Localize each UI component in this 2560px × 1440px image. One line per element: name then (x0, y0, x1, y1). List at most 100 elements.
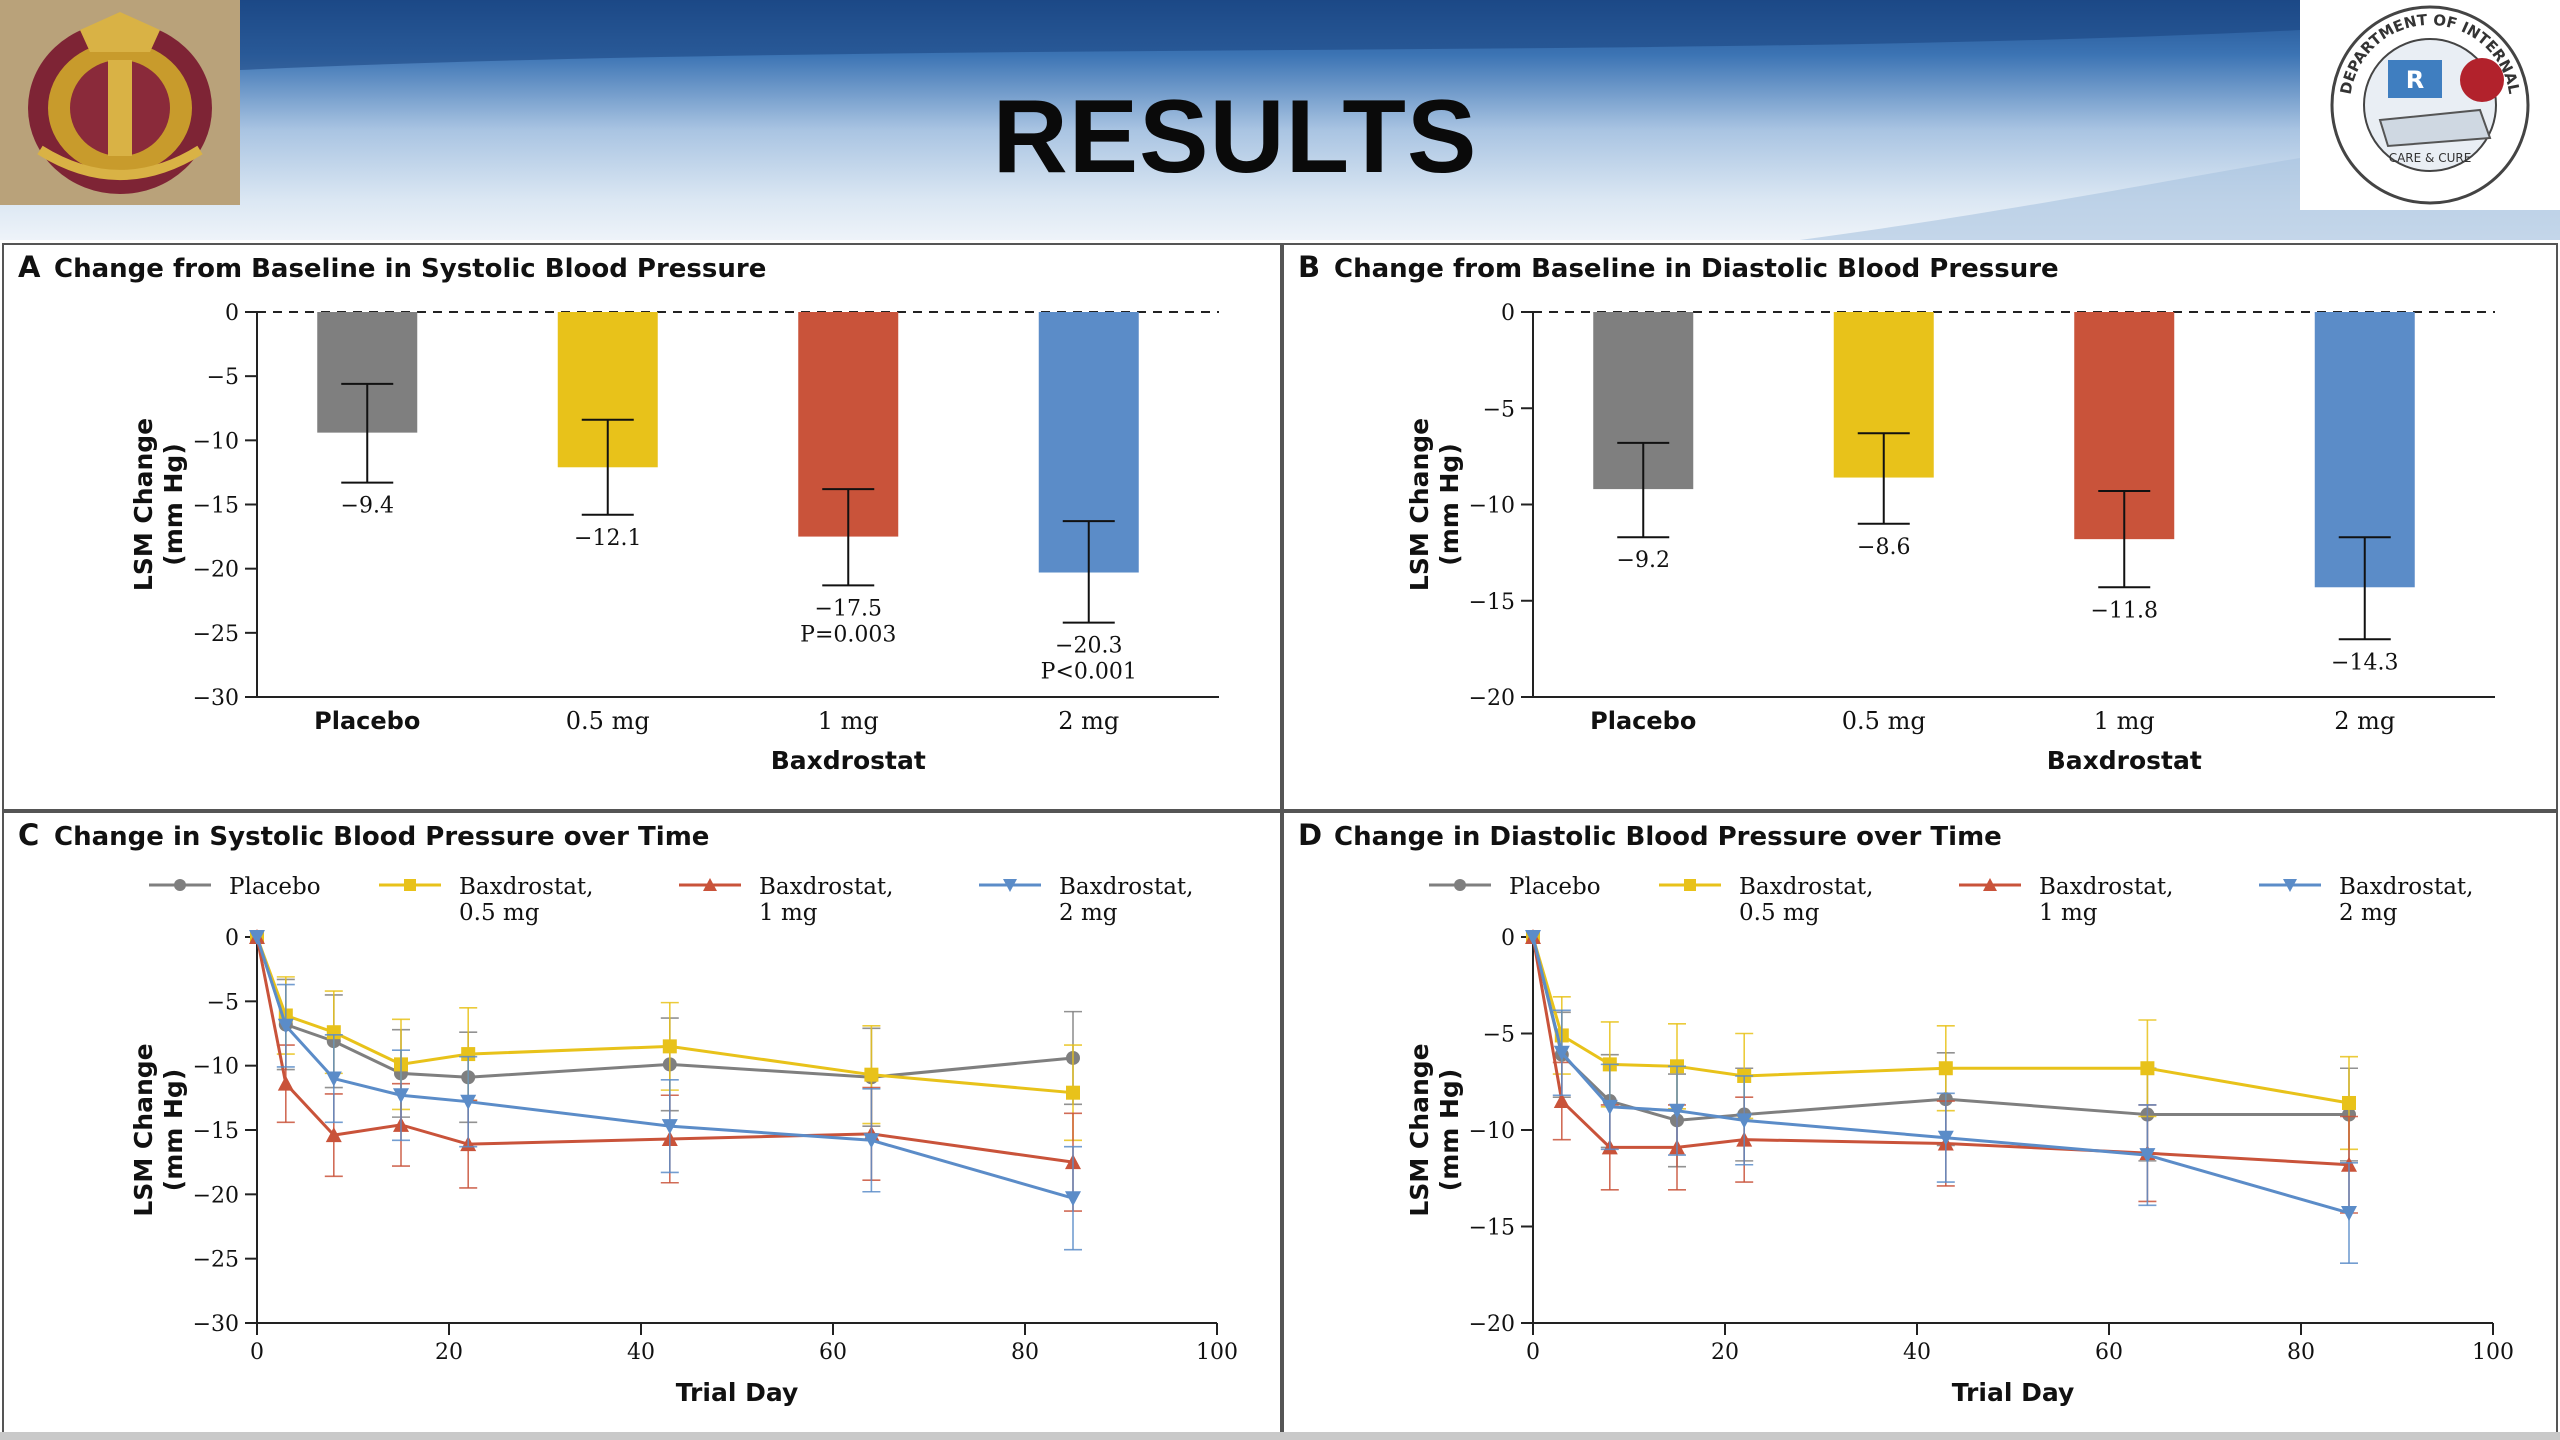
y-tick-label: 0 (1501, 926, 1515, 951)
x-axis-title: Baxdrostat (771, 746, 926, 775)
chart-title: Change in Systolic Blood Pressure over T… (54, 822, 709, 852)
y-tick-label: −15 (1469, 590, 1515, 615)
y-tick-label: −15 (1469, 1216, 1515, 1241)
chart-c-svg: C Change in Systolic Blood Pressure over … (18, 818, 1238, 1407)
legend-label: Baxdrostat, (1739, 874, 1873, 900)
category-label: 1 mg (2094, 707, 2155, 735)
bottom-strip (0, 1432, 2560, 1440)
marker-triangle-down (1736, 1113, 1753, 1129)
y-tick-label: −10 (193, 1055, 239, 1080)
category-label: 0.5 mg (1842, 707, 1926, 735)
value-label: −12.1 (574, 526, 641, 551)
marker-triangle-down (1525, 930, 1541, 945)
marker-triangle-down (863, 1133, 880, 1149)
marker-triangle-down (1937, 1130, 1954, 1146)
legend-label: 1 mg (2039, 900, 2098, 926)
chart-title: Change from Baseline in Diastolic Blood … (1334, 254, 2059, 284)
panel-c: C Change in Systolic Blood Pressure over … (2, 811, 1282, 1437)
marker-triangle-down (1003, 879, 1017, 892)
x-tick-label: 0 (1526, 1340, 1540, 1365)
p-value-label: P<0.001 (1041, 660, 1137, 685)
y-tick-label: −20 (193, 1183, 239, 1208)
y-axis-label-line1: LSM Change (1405, 1043, 1434, 1216)
marker-triangle-down (2139, 1148, 2156, 1164)
chart-b-svg: B Change from Baseline in Diastolic Blood… (1298, 250, 2495, 775)
marker-triangle-down (1065, 1191, 1081, 1207)
y-tick-label: −30 (193, 1312, 239, 1337)
y-tick-label: −20 (193, 558, 239, 583)
y-axis-label-line2: (mm Hg) (159, 443, 188, 565)
marker-triangle-up (1553, 1093, 1570, 1109)
series-line-1 (255, 936, 1074, 1079)
y-tick-label: 0 (1501, 301, 1515, 326)
marker-square (662, 1039, 677, 1054)
chart-title: Change from Baseline in Systolic Blood P… (54, 254, 766, 284)
legend-label: 2 mg (2339, 900, 2398, 926)
category-label: Placebo (1590, 707, 1696, 735)
x-tick-label: 20 (435, 1340, 463, 1365)
category-label: Placebo (314, 707, 420, 735)
marker-triangle-down (1601, 1099, 1618, 1115)
legend-label: Baxdrostat, (459, 874, 593, 900)
value-label: −17.5 (815, 596, 882, 621)
y-axis-label-line2: (mm Hg) (159, 1069, 188, 1191)
marker-triangle-down (2283, 879, 2297, 892)
panel-letter: D (1298, 818, 1322, 852)
seal-icon: DEPARTMENT OF INTERNAL MEDICINE R CARE &… (2293, 0, 2530, 205)
department-seal-logo: DEPARTMENT OF INTERNAL MEDICINE R CARE &… (2293, 0, 2560, 210)
value-label: −8.6 (1857, 535, 1910, 560)
marker-circle (1454, 879, 1466, 891)
y-tick-label: −20 (1469, 1312, 1515, 1337)
marker-triangle-up (325, 1127, 342, 1143)
category-label: 2 mg (1058, 707, 1119, 735)
category-label: 0.5 mg (566, 707, 650, 735)
marker-square (1684, 879, 1696, 891)
legend-label: Placebo (229, 874, 321, 900)
x-axis-title: Trial Day (676, 1378, 799, 1407)
marker-triangle-down (1553, 1045, 1570, 1061)
y-tick-label: 0 (225, 926, 239, 951)
chart-title: Change in Diastolic Blood Pressure over … (1334, 822, 2002, 852)
x-tick-label: 40 (1903, 1340, 1931, 1365)
series-line-4 (1531, 936, 2350, 1215)
marker-triangle-up (1983, 878, 1997, 891)
marker-square (2140, 1061, 2155, 1076)
panel-letter: A (18, 250, 41, 284)
marker-square (461, 1047, 476, 1062)
value-label: −9.4 (341, 494, 394, 519)
y-axis-label-line1: LSM Change (1405, 418, 1434, 591)
legend-label: 0.5 mg (459, 900, 540, 926)
series-line-2 (255, 936, 1074, 1095)
marker-triangle-up (277, 1075, 294, 1091)
x-tick-label: 60 (819, 1340, 847, 1365)
marker-square (2342, 1095, 2356, 1110)
y-tick-label: −10 (193, 429, 239, 454)
y-tick-label: −5 (207, 990, 239, 1015)
marker-square (326, 1025, 341, 1040)
y-tick-label: −5 (207, 365, 239, 390)
x-axis-title: Trial Day (1952, 1378, 2075, 1407)
series-line-3 (255, 936, 1074, 1164)
x-tick-label: 80 (1011, 1340, 1039, 1365)
x-tick-label: 100 (2472, 1340, 2514, 1365)
marker-circle (174, 879, 186, 891)
x-tick-label: 20 (1711, 1340, 1739, 1365)
legend-label: Placebo (1509, 874, 1601, 900)
marker-triangle-up (703, 878, 717, 891)
y-tick-label: −25 (193, 1248, 239, 1273)
seal-subtext: CARE & CURE (2389, 151, 2472, 165)
slide-title: RESULTS (992, 79, 1478, 195)
category-label: 1 mg (818, 707, 879, 735)
marker-square (864, 1067, 879, 1082)
value-label: −11.8 (2091, 598, 2158, 623)
value-label: −20.3 (1055, 634, 1122, 659)
marker-triangle-down (249, 930, 265, 945)
y-tick-label: −15 (193, 1119, 239, 1144)
marker-triangle-down (393, 1088, 409, 1104)
marker-square (1066, 1085, 1080, 1100)
crest-icon (0, 0, 240, 205)
series-line-4 (255, 936, 1074, 1200)
marker-triangle-down (1669, 1103, 1685, 1119)
seal-letter: R (2406, 66, 2424, 94)
marker-triangle-down (277, 1018, 294, 1034)
